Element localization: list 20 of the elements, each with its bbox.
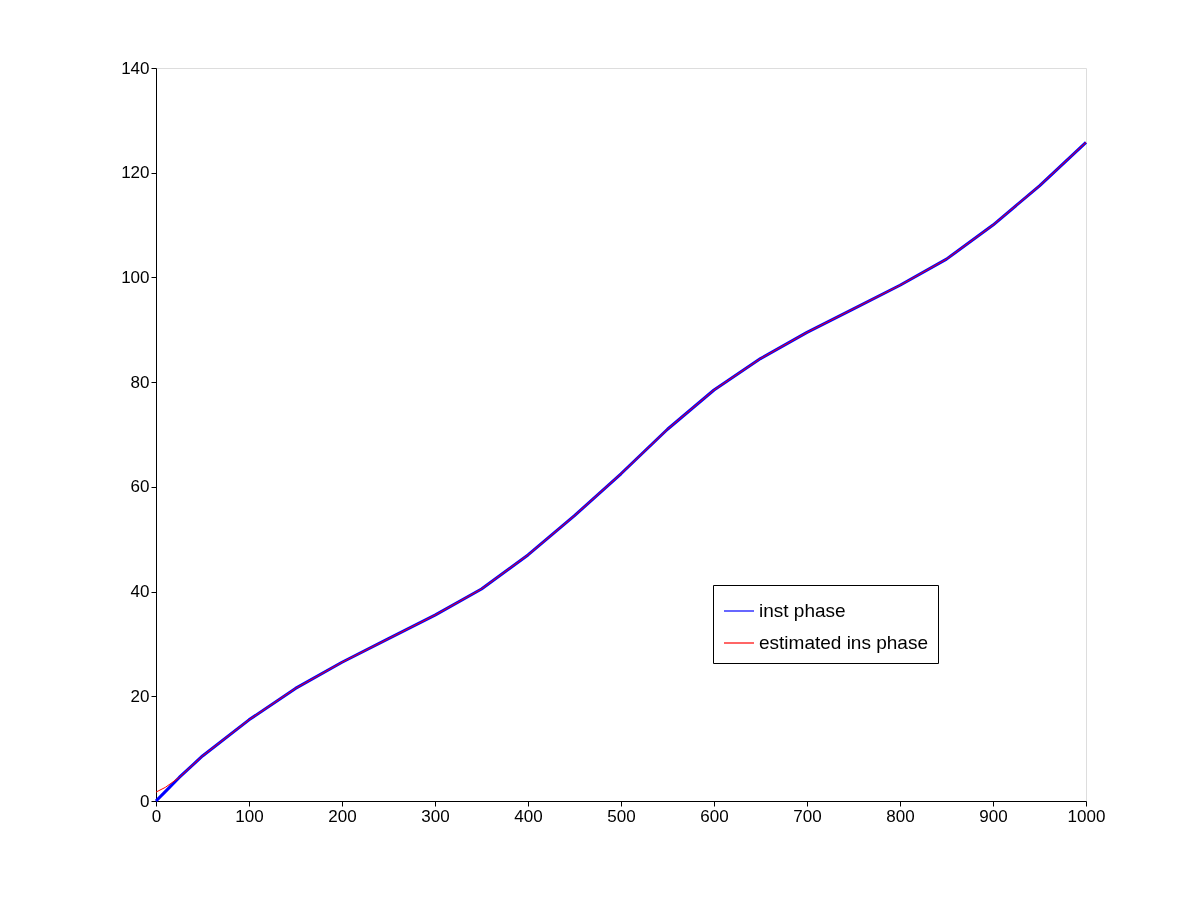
y-tick-label: 40 bbox=[130, 582, 150, 602]
y-tick-label: 20 bbox=[130, 686, 150, 706]
y-tick-label: 0 bbox=[140, 791, 150, 811]
x-tick-label: 300 bbox=[421, 806, 450, 826]
legend-label: inst phase bbox=[759, 600, 846, 621]
x-tick-label: 1000 bbox=[1067, 806, 1106, 826]
x-tick-label: 500 bbox=[607, 806, 636, 826]
legend-label: estimated ins phase bbox=[759, 632, 928, 653]
x-tick-label: 100 bbox=[235, 806, 264, 826]
y-tick-label: 80 bbox=[130, 372, 150, 392]
x-tick-label: 400 bbox=[514, 806, 543, 826]
y-tick-label: 60 bbox=[130, 477, 150, 497]
x-tick-label: 800 bbox=[886, 806, 915, 826]
y-tick-label: 120 bbox=[121, 163, 150, 183]
x-tick-label: 600 bbox=[700, 806, 729, 826]
y-tick-label: 140 bbox=[121, 58, 150, 78]
x-tick-label: 700 bbox=[793, 806, 822, 826]
x-tick-label: 900 bbox=[979, 806, 1008, 826]
x-tick-label: 200 bbox=[328, 806, 357, 826]
y-tick-label: 100 bbox=[121, 267, 150, 287]
